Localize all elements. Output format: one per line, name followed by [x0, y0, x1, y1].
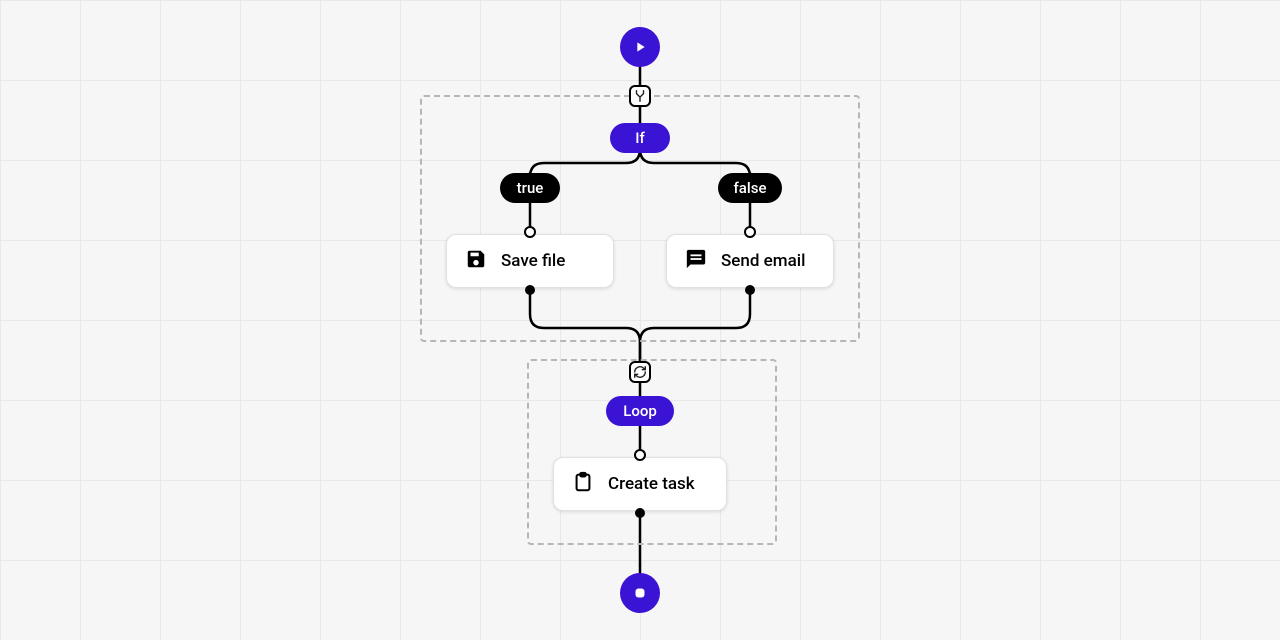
- if-group-handle[interactable]: [629, 85, 651, 107]
- play-icon: [632, 39, 648, 55]
- start-node[interactable]: [620, 27, 660, 67]
- branch-true-text: true: [517, 179, 544, 197]
- port-save-in[interactable]: [524, 226, 536, 238]
- clipboard-icon: [572, 471, 594, 498]
- action-save-file[interactable]: Save file: [446, 234, 614, 288]
- loop-label-text: Loop: [623, 402, 657, 420]
- stop-icon: [631, 584, 649, 602]
- loop-icon: [633, 365, 647, 379]
- port-task-in[interactable]: [634, 449, 646, 461]
- workflow-canvas[interactable]: If true false Save file Send email: [0, 0, 1280, 640]
- message-icon: [685, 248, 707, 275]
- action-task-label: Create task: [608, 474, 695, 494]
- branch-false-text: false: [734, 179, 767, 197]
- branch-true-label: true: [500, 173, 560, 203]
- action-send-email[interactable]: Send email: [666, 234, 834, 288]
- if-label-text: If: [635, 129, 645, 147]
- port-task-out[interactable]: [635, 508, 645, 518]
- loop-group-handle[interactable]: [629, 361, 651, 383]
- branch-false-label: false: [718, 173, 782, 203]
- if-label[interactable]: If: [610, 123, 670, 153]
- action-save-label: Save file: [501, 251, 565, 271]
- port-save-out[interactable]: [525, 285, 535, 295]
- end-node[interactable]: [620, 573, 660, 613]
- loop-group-box: [527, 359, 777, 545]
- save-icon: [465, 248, 487, 275]
- port-email-in[interactable]: [744, 226, 756, 238]
- port-email-out[interactable]: [745, 285, 755, 295]
- loop-label[interactable]: Loop: [606, 396, 674, 426]
- action-email-label: Send email: [721, 251, 805, 271]
- branch-icon: [633, 89, 647, 103]
- action-create-task[interactable]: Create task: [553, 457, 727, 511]
